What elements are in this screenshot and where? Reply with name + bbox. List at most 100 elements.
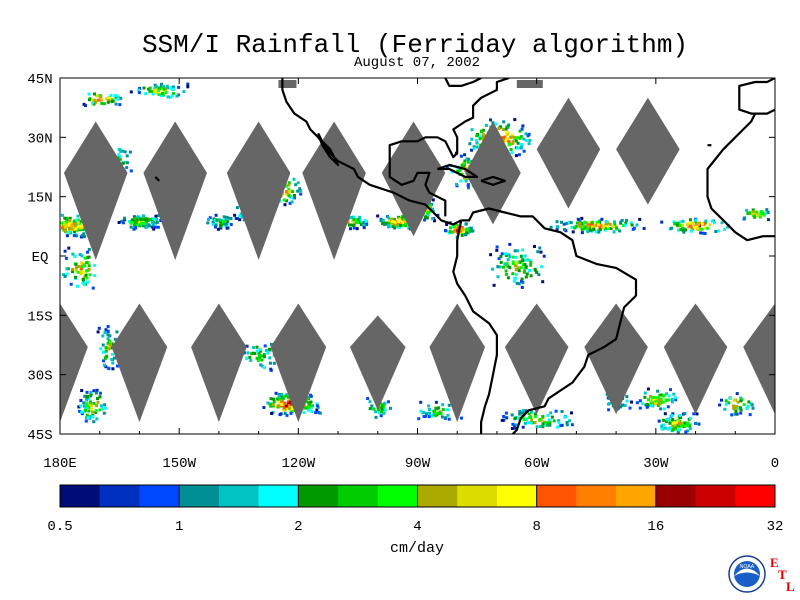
rain-cell: [398, 217, 401, 221]
rain-cell: [121, 161, 125, 165]
rain-cell: [90, 407, 94, 411]
rain-cell: [69, 282, 73, 286]
rain-cell: [52, 227, 55, 230]
rain-cell: [460, 226, 464, 229]
rain-cell: [52, 233, 55, 236]
rain-cell: [239, 212, 243, 216]
rain-cell: [664, 398, 668, 402]
rain-cell: [208, 216, 212, 220]
rain-cell: [136, 215, 140, 219]
rain-cell: [290, 196, 294, 200]
rain-cell: [700, 227, 704, 231]
rain-cell: [590, 229, 594, 233]
rain-cell: [529, 421, 533, 425]
rain-cell: [107, 347, 111, 351]
rain-cell: [459, 154, 463, 158]
lon-label: 0: [771, 456, 779, 472]
rain-cell: [748, 413, 752, 417]
rain-cell: [417, 417, 421, 421]
rain-cell: [682, 230, 686, 234]
rain-cell: [374, 415, 378, 419]
rain-cell: [679, 220, 683, 224]
rain-cell: [380, 410, 383, 414]
rain-cell: [535, 270, 538, 274]
missing-data-swath: [584, 303, 648, 415]
rain-cell: [668, 421, 672, 425]
rain-cell: [751, 208, 755, 212]
rain-cell: [511, 272, 515, 276]
rain-cell: [681, 228, 685, 232]
rain-cell: [157, 214, 161, 217]
rain-cell: [722, 228, 726, 231]
rain-cell: [523, 263, 527, 266]
rain-cell: [605, 220, 609, 224]
rain-cell: [449, 226, 453, 230]
rain-cell: [504, 411, 508, 415]
rain-cell: [436, 213, 440, 217]
rain-cell: [472, 145, 476, 149]
rain-cell: [671, 412, 675, 416]
rain-cell: [280, 402, 284, 406]
rain-cell: [470, 148, 473, 152]
chart-date: August 07, 2002: [353, 55, 481, 71]
rain-cell: [510, 135, 514, 139]
rain-cell: [521, 124, 525, 128]
rain-cell: [141, 224, 145, 228]
rain-cell: [137, 91, 141, 95]
rain-cell: [528, 258, 532, 262]
rain-cell: [224, 224, 228, 228]
rain-cell: [732, 404, 736, 408]
rain-cell: [57, 228, 60, 231]
rain-cell: [285, 190, 288, 193]
rain-cell: [509, 135, 513, 139]
rain-cell: [434, 411, 438, 415]
rain-cell: [65, 267, 69, 271]
rain-cell: [521, 409, 525, 412]
rain-cell: [466, 231, 470, 235]
rain-cell: [315, 408, 319, 412]
rain-cell: [751, 406, 755, 410]
rain-cell: [110, 342, 114, 346]
colorbar-swatch: [536, 485, 577, 507]
rain-cell: [355, 221, 359, 225]
coastline: [461, 207, 638, 434]
rain-cell: [660, 393, 664, 397]
rain-cell: [162, 87, 166, 91]
rain-cell: [102, 102, 106, 106]
rain-cell: [260, 354, 264, 358]
rain-cell: [186, 82, 190, 86]
rain-cell: [382, 220, 386, 224]
rain-cell: [276, 404, 280, 408]
rain-cell: [445, 223, 449, 226]
rain-cell: [118, 148, 122, 152]
rain-cell: [520, 277, 524, 281]
rain-cell: [224, 217, 228, 221]
missing-data-swath: [63, 121, 128, 260]
rain-cell: [308, 403, 312, 407]
rain-cell: [586, 226, 590, 230]
rain-cell: [608, 222, 612, 226]
rain-cell: [654, 402, 657, 406]
rain-cell: [393, 220, 397, 224]
rain-cell: [233, 213, 237, 217]
rain-cell: [72, 220, 76, 224]
rain-cell: [139, 217, 143, 221]
rain-cell: [478, 137, 482, 141]
rain-cell: [511, 262, 515, 266]
rain-cell: [432, 413, 436, 417]
rain-cell: [539, 250, 543, 254]
rain-cell: [554, 409, 558, 413]
rain-cell: [548, 423, 552, 427]
rain-cell: [557, 419, 561, 423]
rain-cell: [161, 91, 164, 95]
rain-cell: [46, 225, 49, 228]
rain-cell: [395, 221, 399, 225]
rain-cell: [662, 407, 666, 411]
rain-cell: [287, 190, 291, 194]
rain-cell: [268, 402, 272, 406]
rain-cell: [513, 416, 517, 420]
rain-cell: [472, 146, 476, 150]
rain-cell: [727, 401, 731, 405]
rain-cell: [101, 407, 104, 411]
lat-label: 30N: [27, 131, 52, 147]
